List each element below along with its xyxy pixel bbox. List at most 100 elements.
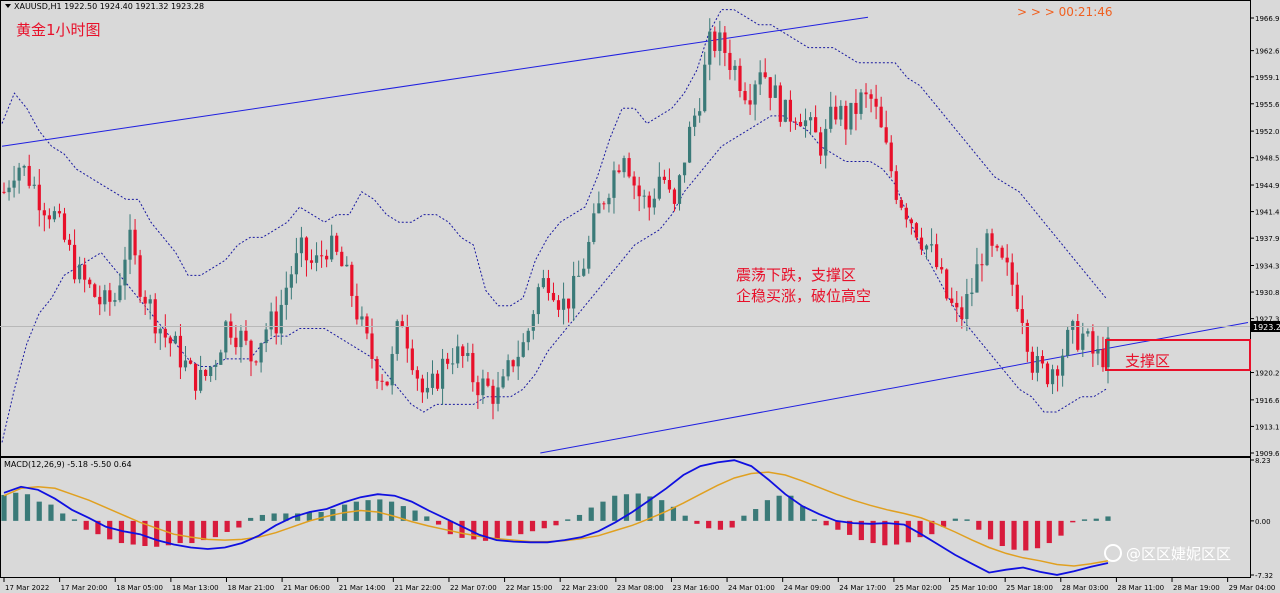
macd-bar-negative — [506, 520, 512, 536]
macd-bar-positive — [1081, 519, 1088, 521]
bull-candle — [536, 287, 540, 315]
bull-candle — [22, 165, 26, 168]
time-tick-label: 25 Mar 18:00 — [1006, 584, 1053, 592]
bear-candle — [743, 90, 747, 101]
bull-candle — [521, 342, 525, 357]
price-tick-label: 1916.60 — [1255, 397, 1280, 405]
bull-candle — [693, 115, 697, 127]
bull-candle — [456, 346, 460, 364]
bear-candle — [940, 267, 944, 270]
bear-candle — [945, 269, 949, 299]
bull-candle — [148, 299, 152, 304]
price-tick-label: 1937.90 — [1255, 235, 1280, 243]
bull-candle — [1066, 329, 1070, 356]
bear-candle — [960, 307, 964, 320]
bull-candle — [577, 275, 581, 277]
bear-candle — [955, 302, 959, 308]
macd-bar-negative — [1070, 520, 1076, 523]
macd-bar-positive — [283, 513, 289, 521]
bear-candle — [511, 360, 515, 367]
bollinger-upper-band — [1, 9, 1107, 307]
macd-bar-negative — [482, 520, 489, 541]
time-tick-label: 18 Mar 21:00 — [227, 584, 274, 592]
bear-candle — [874, 98, 878, 107]
macd-bar-positive — [1105, 516, 1111, 521]
macd-bar-negative — [494, 520, 500, 539]
macd-bar-negative — [107, 520, 113, 540]
macd-bar-positive — [36, 501, 42, 521]
time-tick-label: 21 Mar 06:00 — [283, 584, 330, 592]
bull-candle — [1035, 356, 1040, 373]
dropdown-triangle-icon[interactable] — [5, 4, 11, 8]
price-tick-label: 1941.40 — [1255, 209, 1280, 217]
bull-candle — [1050, 369, 1055, 385]
macd-bar-negative — [729, 520, 735, 528]
bear-candle — [879, 106, 883, 128]
bull-candle — [284, 287, 288, 305]
bull-candle — [395, 321, 399, 354]
bull-candle — [52, 211, 57, 220]
macd-bar-positive — [623, 494, 630, 521]
bear-candle — [446, 358, 450, 364]
bull-candle — [657, 176, 661, 199]
macd-bar-negative — [518, 520, 524, 535]
bull-candle — [259, 343, 263, 363]
bear-candle — [27, 165, 31, 186]
bollinger-bands — [1, 9, 1107, 443]
bull-candle — [597, 203, 601, 214]
bull-candle — [561, 298, 566, 310]
price-tick-label: 1927.30 — [1255, 316, 1280, 324]
macd-bar-positive — [964, 519, 970, 521]
bear-candle — [662, 176, 666, 181]
bear-candle — [476, 382, 480, 396]
bull-candle — [269, 311, 273, 330]
time-tick-label: 28 Mar 03:00 — [1062, 584, 1109, 592]
bull-candle — [360, 316, 364, 320]
bull-candle — [687, 126, 692, 163]
bear-candle — [234, 337, 238, 348]
bull-candle — [824, 128, 828, 156]
bull-candle — [582, 268, 586, 276]
time-tick-label: 23 Mar 16:00 — [672, 584, 719, 592]
bear-candle — [894, 171, 898, 200]
macd-bar-negative — [1023, 520, 1029, 551]
bear-candle — [728, 52, 732, 70]
macd-bar-positive — [60, 513, 66, 521]
bull-candle — [985, 233, 989, 266]
bull-candle — [78, 264, 82, 280]
bear-candle — [919, 237, 924, 250]
bear-candle — [319, 255, 324, 257]
analysis-note-line1: 震荡下跌，支撑区 — [736, 266, 856, 284]
bear-candle — [814, 117, 818, 133]
bear-candle — [335, 235, 339, 252]
bull-candle — [1096, 349, 1100, 354]
macd-bar-negative — [823, 520, 829, 526]
time-tick-label: 18 Mar 13:00 — [172, 584, 219, 592]
macd-bar-positive — [776, 495, 782, 521]
bear-candle — [420, 378, 425, 393]
macd-bar-negative — [999, 520, 1005, 547]
bull-candle — [708, 31, 712, 65]
bull-candle — [829, 106, 833, 129]
price-tick-label: 1909.60 — [1255, 450, 1280, 458]
bull-candle — [314, 255, 319, 263]
macd-bar-negative — [882, 520, 888, 546]
axes: 1966.90 1962.60 1959.15 1955.60 1952.00 1948.… — [3, 15, 1280, 592]
candle-timer: > > > 00:21:46 — [1017, 5, 1113, 19]
bear-candle — [778, 85, 782, 122]
macd-bar-negative — [177, 520, 183, 544]
watermark-text: @区区婕妮区区 — [1126, 545, 1231, 563]
macd-bar-negative — [1011, 520, 1017, 550]
bull-candle — [516, 356, 520, 367]
price-tick-label: 1955.60 — [1255, 101, 1280, 109]
bull-candle — [32, 184, 36, 186]
bear-candle — [819, 132, 823, 156]
macd-label: MACD(12,26,9) -5.18 -5.50 0.64 — [4, 460, 132, 469]
bull-candle — [199, 369, 203, 391]
bull-candle — [506, 360, 510, 377]
macd-bar-negative — [435, 520, 442, 525]
time-tick-label: 25 Mar 02:00 — [895, 584, 942, 592]
bull-candle — [481, 378, 485, 396]
bull-candle — [425, 387, 430, 393]
